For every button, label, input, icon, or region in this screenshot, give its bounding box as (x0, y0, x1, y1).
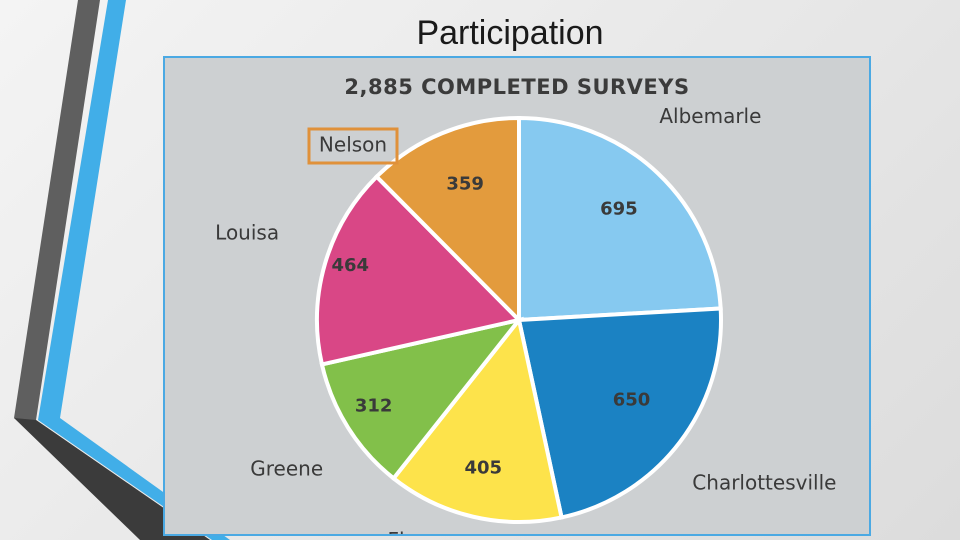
category-label-fluvanna: Fluvanna (387, 528, 478, 534)
category-label-louisa: Louisa (215, 221, 279, 245)
category-label-albemarle: Albemarle (659, 104, 761, 128)
decor-blue-stripe (38, 0, 230, 540)
decor-shadow-wedge (14, 418, 210, 540)
pie-slice-greene (319, 316, 525, 482)
chart-panel: 2,885 COMPLETED SURVEYS 695 Albemarle 650 C… (163, 56, 871, 536)
pie-slice-fluvanna (390, 315, 564, 524)
pie-slice-charlottesville (516, 306, 723, 520)
slide-title: Participation (416, 14, 604, 52)
data-label-charlottesville: 650 (613, 390, 651, 411)
chart-title: 2,885 COMPLETED SURVEYS (344, 75, 689, 99)
pie-slice-nelson (373, 115, 521, 325)
data-label-greene: 312 (355, 395, 393, 416)
pie-labels: 695 Albemarle 650 Charlottesville 405 Fluvann… (215, 104, 836, 534)
category-label-nelson: Nelson (319, 133, 387, 157)
decor-dark-stripe (14, 0, 210, 540)
pie-slice-louisa (315, 173, 523, 367)
pie-slices (315, 115, 723, 524)
category-label-charlottesville: Charlottesville (692, 470, 836, 494)
category-label-greene: Greene (250, 456, 323, 480)
data-label-albemarle: 695 (600, 198, 638, 219)
pie-slice-albemarle (517, 115, 723, 323)
data-label-louisa: 464 (331, 255, 369, 276)
pie-chart: 2,885 COMPLETED SURVEYS 695 Albemarle 650 C… (215, 75, 836, 534)
data-label-fluvanna: 405 (464, 457, 502, 478)
data-label-nelson: 359 (446, 173, 484, 194)
highlight-box (307, 127, 399, 165)
